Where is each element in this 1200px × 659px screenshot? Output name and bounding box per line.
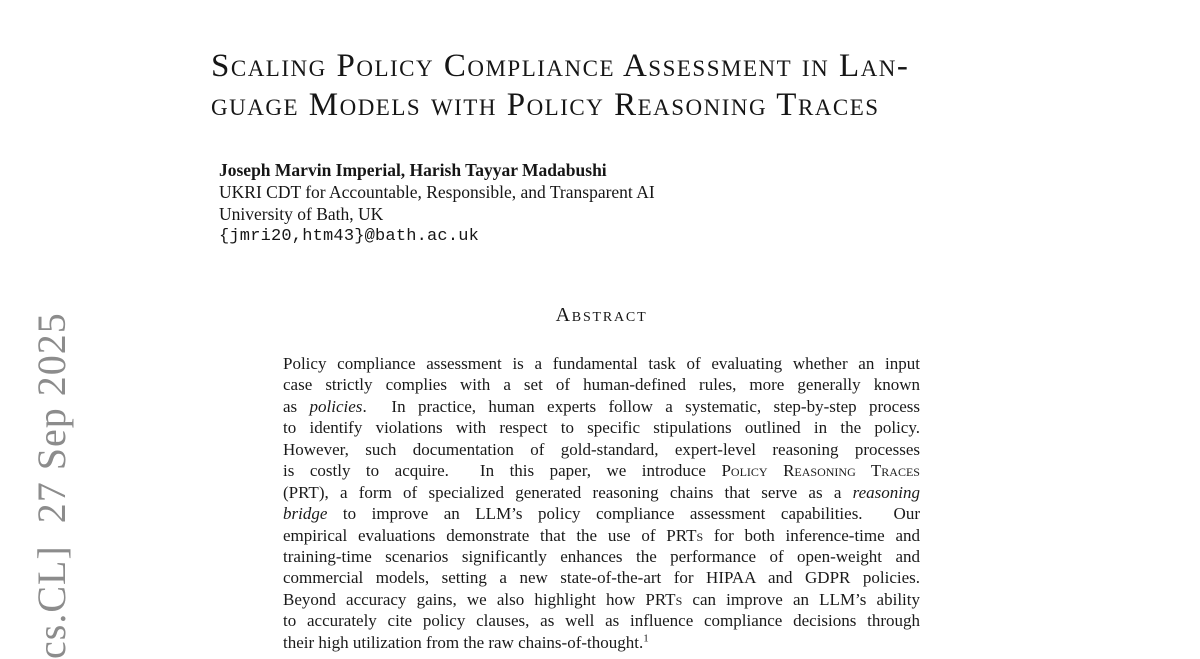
- abstract-heading: Abstract: [555, 304, 648, 326]
- arxiv-sidebar-stamp: cs.CL] 27 Sep 2025: [29, 312, 74, 659]
- abstract-line: is costly to acquire. In this paper, we …: [283, 461, 920, 481]
- abstract-line: Beyond accuracy gains, we also highlight…: [283, 589, 920, 609]
- abstract-line: bridge to improve an LLM’s policy compli…: [283, 504, 920, 524]
- abstract-line: to identify violations with respect to s…: [283, 418, 920, 438]
- author-names: Joseph Marvin Imperial, Harish Tayyar Ma…: [219, 160, 607, 180]
- abstract-line: training-time scenarios significantly en…: [283, 546, 920, 566]
- abstract-line: empirical evaluations demonstrate that t…: [283, 525, 920, 545]
- author-affiliation-1: UKRI CDT for Accountable, Responsible, a…: [219, 181, 655, 202]
- author-email: {jmri20,htm43}@bath.ac.uk: [219, 227, 480, 247]
- abstract-line: However, such documentation of gold-stan…: [283, 439, 920, 459]
- abstract-line: as policies. In practice, human experts …: [283, 396, 920, 416]
- author-block: Joseph Marvin Imperial, Harish Tayyar Ma…: [219, 160, 655, 248]
- abstract-line: (PRT), a form of specialized generated r…: [283, 482, 920, 502]
- abstract-line: Policy compliance assessment is a fundam…: [283, 354, 920, 373]
- abstract-line: commercial models, setting a new state-o…: [283, 568, 920, 588]
- abstract-line: case strictly complies with a set of hum…: [283, 375, 920, 395]
- author-affiliation-2: University of Bath, UK: [219, 203, 384, 224]
- footnote-marker: 1: [643, 632, 649, 645]
- abstract-line: to accurately cite policy clauses, as we…: [283, 611, 920, 631]
- abstract-line: their high utilization from the raw chai…: [283, 632, 649, 652]
- paper-title-line-1: Scaling Policy Compliance Assessment in …: [211, 48, 910, 84]
- paper-title-line-2: guage Models with Policy Reasoning Trace…: [211, 86, 880, 123]
- paper-title: Scaling Policy Compliance Assessment in …: [211, 47, 1011, 124]
- abstract-body: Policy compliance assessment is a fundam…: [283, 353, 920, 653]
